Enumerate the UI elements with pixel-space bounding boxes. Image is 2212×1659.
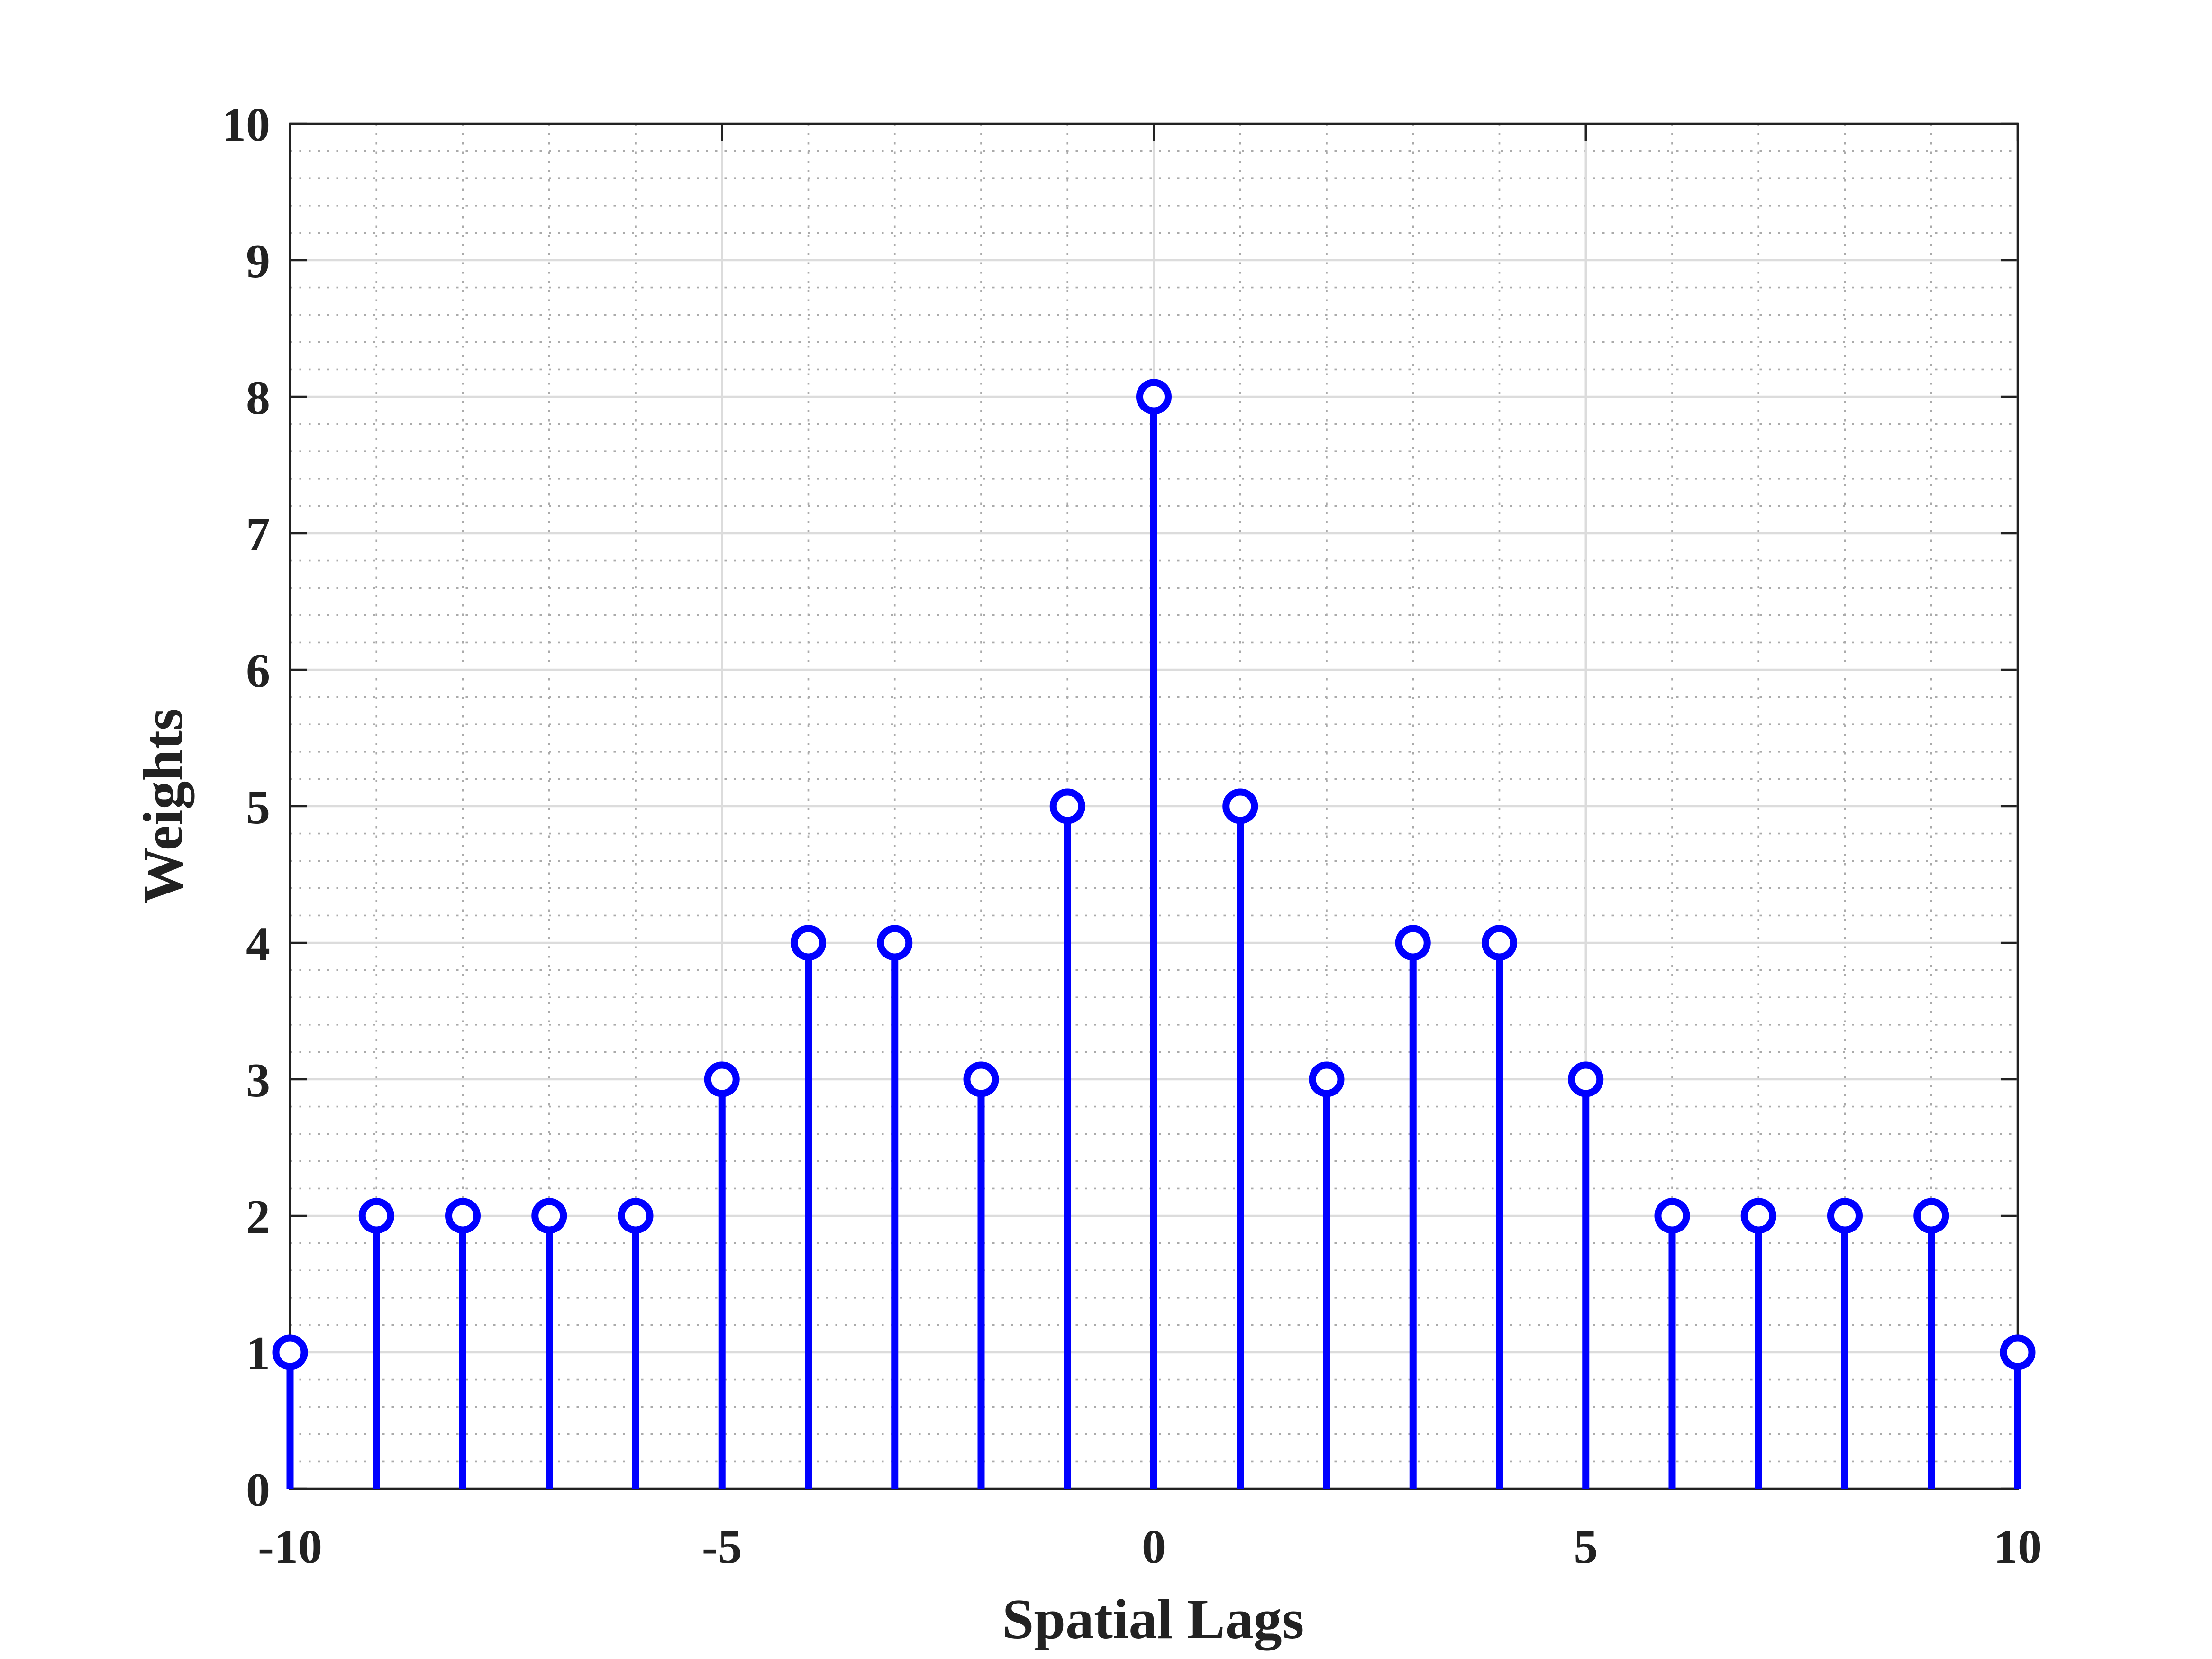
y-tick-label: 2 — [246, 1190, 270, 1244]
x-tick-label: 10 — [1994, 1520, 2042, 1574]
stem-marker — [1481, 925, 1517, 961]
stem-marker — [1827, 1198, 1863, 1234]
stem-marker — [531, 1198, 567, 1234]
y-tick-label: 4 — [246, 917, 270, 971]
stem-marker — [1568, 1061, 1604, 1097]
stem-marker — [618, 1198, 654, 1234]
x-tick-label: -5 — [702, 1520, 742, 1574]
stem-marker — [272, 1334, 308, 1370]
stem-marker — [1222, 788, 1258, 824]
stem-marker — [877, 925, 913, 961]
stem-marker — [1049, 788, 1085, 824]
x-tick-label: 5 — [1574, 1520, 1598, 1574]
stem-marker — [358, 1198, 394, 1234]
stem-marker — [2000, 1334, 2036, 1370]
stem-marker — [1309, 1061, 1345, 1097]
y-tick-label: 10 — [222, 98, 270, 152]
x-axis-label: Spatial Lags — [1002, 1587, 1304, 1651]
x-tick-label: -10 — [258, 1520, 322, 1574]
y-tick-label: 6 — [246, 644, 270, 698]
y-tick-label: 1 — [246, 1327, 270, 1380]
y-axis-label: Weights — [131, 708, 195, 904]
stem-marker — [963, 1061, 999, 1097]
y-tick-label: 9 — [246, 235, 270, 288]
stem-marker — [704, 1061, 740, 1097]
stem-marker — [790, 925, 826, 961]
stem-marker — [445, 1198, 481, 1234]
y-tick-label: 5 — [246, 781, 270, 834]
stem-marker — [1913, 1198, 1949, 1234]
stem-marker — [1395, 925, 1431, 961]
stem-marker — [1740, 1198, 1776, 1234]
y-tick-label: 0 — [246, 1463, 270, 1517]
stem-marker — [1654, 1198, 1690, 1234]
y-tick-label: 7 — [246, 508, 270, 561]
stem-marker — [1136, 379, 1172, 415]
y-tick-label: 3 — [246, 1054, 270, 1107]
y-tick-label: 8 — [246, 371, 270, 425]
x-tick-label: 0 — [1142, 1520, 1166, 1574]
